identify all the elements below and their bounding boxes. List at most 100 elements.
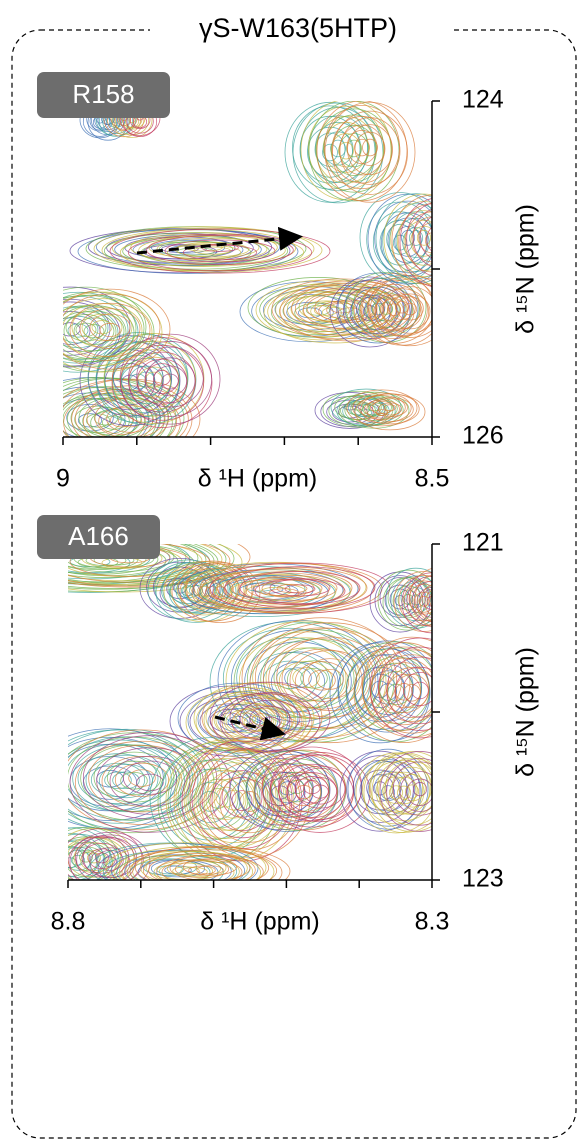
contour-line [82,735,218,820]
contour-line [203,770,265,832]
contour-line [185,758,267,839]
contour-line [227,715,249,729]
contour-line [223,572,345,607]
contour-line [68,739,186,824]
contour-line [86,852,102,864]
contour-line [105,842,267,880]
contour-line [126,851,262,880]
contour-line [429,594,432,608]
contour-line [261,579,323,598]
contour-line [219,772,281,834]
contour-line [94,852,110,864]
contour-line [68,544,235,589]
contour-line [279,280,421,342]
contour-line [219,692,321,752]
contour-line [383,771,425,813]
contour-line [128,769,156,787]
contour-line [196,865,224,875]
contour-line [286,765,354,820]
contour-line [68,544,251,588]
contour-line [414,574,432,623]
contour-line [384,760,432,816]
contour-line [152,365,188,397]
contour-line [67,323,89,338]
contour-line [89,313,131,342]
contour-line [85,754,167,806]
contour-line [308,105,384,191]
contour-line [144,357,196,404]
contour-line [69,302,151,357]
contour-line [148,852,256,880]
contour-line [302,777,338,805]
contour-line [97,843,259,880]
y-axis-label: δ ¹⁵N (ppm) [512,647,540,777]
contour-line [391,766,432,808]
contour-line [164,239,276,263]
contour-line [223,789,245,811]
contour-line [82,407,130,435]
contour-line [188,865,216,875]
contour-line [352,392,412,424]
contour-line [284,101,376,203]
contour-line [101,227,323,273]
contour-line [229,779,271,821]
contour-line [211,770,273,832]
contour-line [63,377,185,437]
contour-line [102,856,118,868]
contour-line [404,784,420,799]
contour-line [381,293,423,330]
contour-line [224,566,376,609]
contour-line [82,394,178,437]
contour-line [402,302,418,316]
contour-line [71,306,133,348]
contour-line [370,302,386,316]
contour-line [411,681,429,700]
contour-line [366,283,422,332]
contour-line [294,767,346,809]
contour-line [69,731,231,833]
contour-line [289,650,371,711]
contour-line [424,589,432,617]
contour-line [378,302,394,315]
contour-line [354,131,386,166]
contour-line [326,299,374,321]
contour-line [386,656,432,725]
contour-line [377,402,403,416]
contour-line [362,138,378,157]
contour-line [322,131,354,166]
contour-line [68,544,231,587]
panel-label: A166 [68,521,129,551]
contour-line [308,669,336,691]
contour-line [81,313,123,342]
x-tick-label: 8.3 [415,908,450,936]
y-tick-label: 123 [462,865,504,893]
contour-line [102,850,238,880]
contour-line [120,771,148,790]
contour-line [435,593,445,603]
contour-line [419,584,432,622]
contour-line [386,303,402,316]
contour-line [121,846,283,880]
contour-line [213,694,295,743]
contour-line [383,404,397,412]
contour-line [245,583,307,601]
contour-line [96,849,124,871]
contour-line [398,575,432,626]
contour-line [66,392,162,437]
contour-line [239,570,361,606]
contour-line [377,646,432,731]
panel-label-box [37,515,160,559]
contour-line [346,129,378,165]
contour-line [322,143,338,162]
contour-line [68,544,199,584]
contour-line [103,101,145,138]
x-tick-label: 8.5 [415,465,450,493]
plot-panel: 8.8 8.3 121 123 δ ¹H (ppm) δ ¹⁵N (ppm) A166 [37,515,540,936]
panel-label: R158 [72,79,134,109]
contour-line [329,276,411,348]
contour-line [353,642,432,743]
contour-line [421,588,432,610]
contour-line [98,763,154,799]
contour-line [372,297,400,322]
